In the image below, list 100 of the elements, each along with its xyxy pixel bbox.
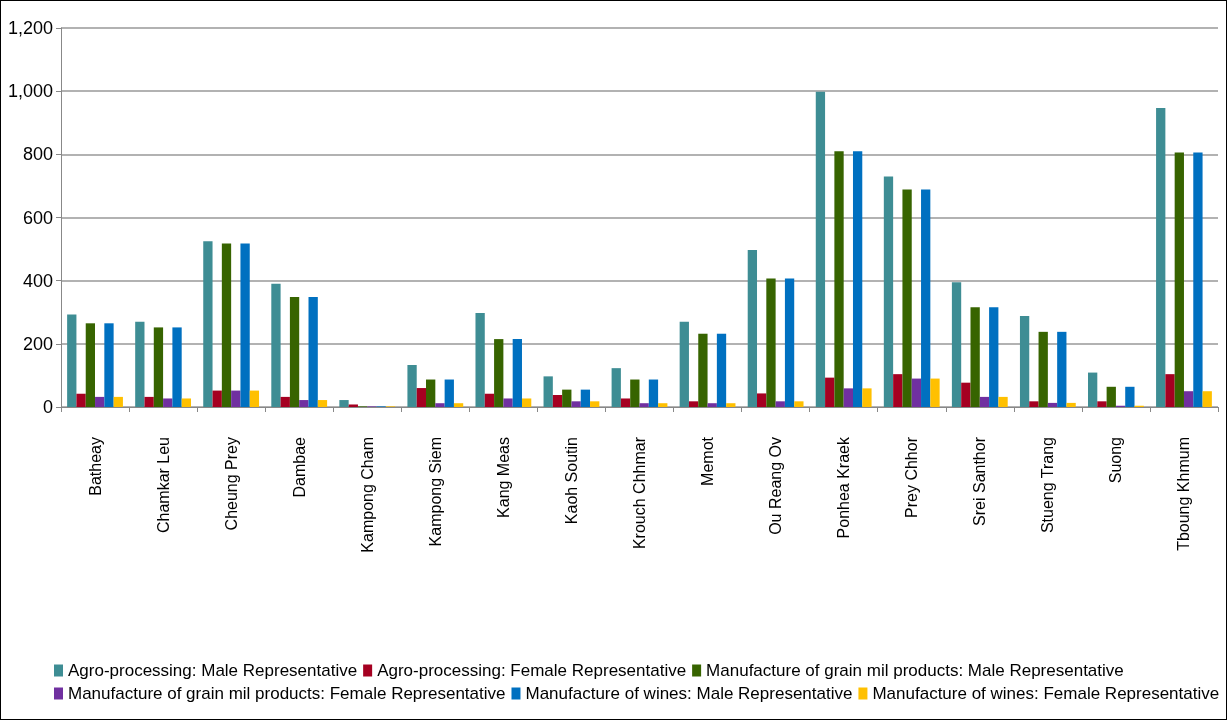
bar: [961, 382, 971, 407]
y-tick-label: 800: [22, 144, 53, 165]
bar: [426, 379, 436, 407]
bar: [339, 400, 349, 407]
bar: [172, 327, 182, 407]
bar: [1038, 331, 1048, 407]
bar: [135, 321, 145, 407]
x-tick-label: Kampong Siem: [426, 437, 444, 547]
x-tick-label: Kampong Cham: [358, 437, 376, 553]
bar: [249, 390, 260, 407]
y-tick-label: 0: [42, 397, 53, 417]
legend-label: Manufacture of grain mil products: Female Representative: [68, 684, 506, 703]
bar: [930, 378, 940, 407]
x-tick-label: Ou Reang Ov: [767, 437, 785, 535]
bar: [1125, 386, 1135, 407]
legend-label: Agro-processing: Male Representative: [68, 661, 358, 680]
bar: [1066, 402, 1076, 407]
bar: [571, 401, 581, 407]
bar: [85, 323, 96, 407]
x-tick-label: Prey Chhor: [903, 436, 921, 518]
x-tick-label: Batheay: [86, 437, 104, 496]
bar: [1183, 391, 1194, 407]
bar: [280, 396, 290, 407]
bar: [407, 364, 417, 407]
bar: [435, 403, 445, 407]
bar: [271, 283, 281, 407]
bar: [67, 314, 77, 407]
y-tick-label: 1,200: [7, 18, 53, 38]
bar: [852, 151, 863, 407]
x-tick-label: Krouch Chhmar: [631, 436, 648, 550]
bar: [747, 250, 758, 407]
x-tick-label: Memot: [699, 436, 717, 486]
x-tick-label: Cheung Prey: [222, 437, 240, 531]
bar: [416, 388, 427, 407]
x-tick-label: Srei Santhor: [971, 436, 989, 526]
bar: [815, 91, 826, 407]
bar: [775, 401, 785, 407]
y-tick-label: 200: [22, 333, 53, 354]
bar: [688, 401, 699, 407]
bar: [1202, 391, 1212, 407]
bar: [951, 282, 962, 407]
bar: [825, 377, 835, 407]
bar: [698, 333, 708, 407]
bar: [921, 189, 931, 407]
bar: [1019, 316, 1030, 407]
bar: [1174, 152, 1184, 407]
bar: [784, 278, 795, 407]
bar: [475, 312, 485, 407]
bar: [95, 396, 105, 407]
legend-label: Manufacture of wines: Male Representative: [525, 684, 853, 703]
bar: [512, 339, 522, 407]
bar: [893, 374, 903, 407]
bar: [221, 243, 232, 407]
bar: [212, 390, 222, 407]
bar: [289, 297, 300, 407]
y-tick-label: 600: [22, 207, 53, 228]
bar: [181, 398, 191, 407]
bar: [1165, 374, 1175, 407]
bar: [611, 368, 621, 407]
x-tick-label: Chamkar Leu: [154, 437, 172, 534]
bar: [240, 243, 250, 407]
legend-label: Manufacture of wines: Female Representative: [872, 684, 1220, 703]
bar: [503, 398, 513, 407]
bar: [484, 393, 495, 407]
x-tick-label: Suong: [1107, 437, 1125, 484]
bar: [203, 241, 213, 407]
bar: [862, 388, 872, 407]
x-tick-label: Dambae: [290, 436, 308, 498]
bar: [1106, 386, 1116, 407]
bar: [620, 398, 631, 407]
bar: [299, 400, 309, 407]
bar: [726, 403, 736, 407]
x-tick-label: Kaoh Soutin: [562, 437, 580, 525]
bar: [834, 151, 844, 407]
bar: [1193, 152, 1203, 407]
bar: [1029, 401, 1039, 407]
bar: [911, 378, 922, 407]
bar: [76, 393, 86, 407]
bar: [1156, 107, 1166, 407]
bar: [144, 396, 154, 407]
x-tick-label: Tboung Khmum: [1175, 437, 1193, 551]
bar: [444, 379, 454, 407]
bar: [521, 398, 532, 407]
bar: [153, 327, 164, 407]
bar: [707, 403, 717, 407]
bar: [543, 376, 553, 407]
bar: [639, 403, 649, 407]
y-tick-label: 400: [22, 270, 53, 291]
bar: [716, 333, 727, 407]
bar: [766, 278, 776, 407]
legend-label: Manufacture of grain mil products: Male Representative: [706, 661, 1124, 680]
bar: [883, 176, 894, 407]
bar: [1057, 331, 1067, 407]
bar: [348, 404, 358, 407]
bar: [104, 323, 114, 407]
bar: [989, 307, 999, 407]
bar: [308, 297, 318, 407]
bar: [902, 189, 912, 407]
bar: [679, 321, 689, 407]
bar: [494, 339, 504, 407]
